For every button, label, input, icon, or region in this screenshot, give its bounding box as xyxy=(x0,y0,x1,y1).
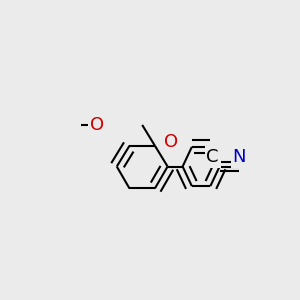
Text: N: N xyxy=(232,148,246,166)
Text: O: O xyxy=(90,116,104,134)
Text: C: C xyxy=(206,148,219,166)
Text: O: O xyxy=(164,133,178,151)
